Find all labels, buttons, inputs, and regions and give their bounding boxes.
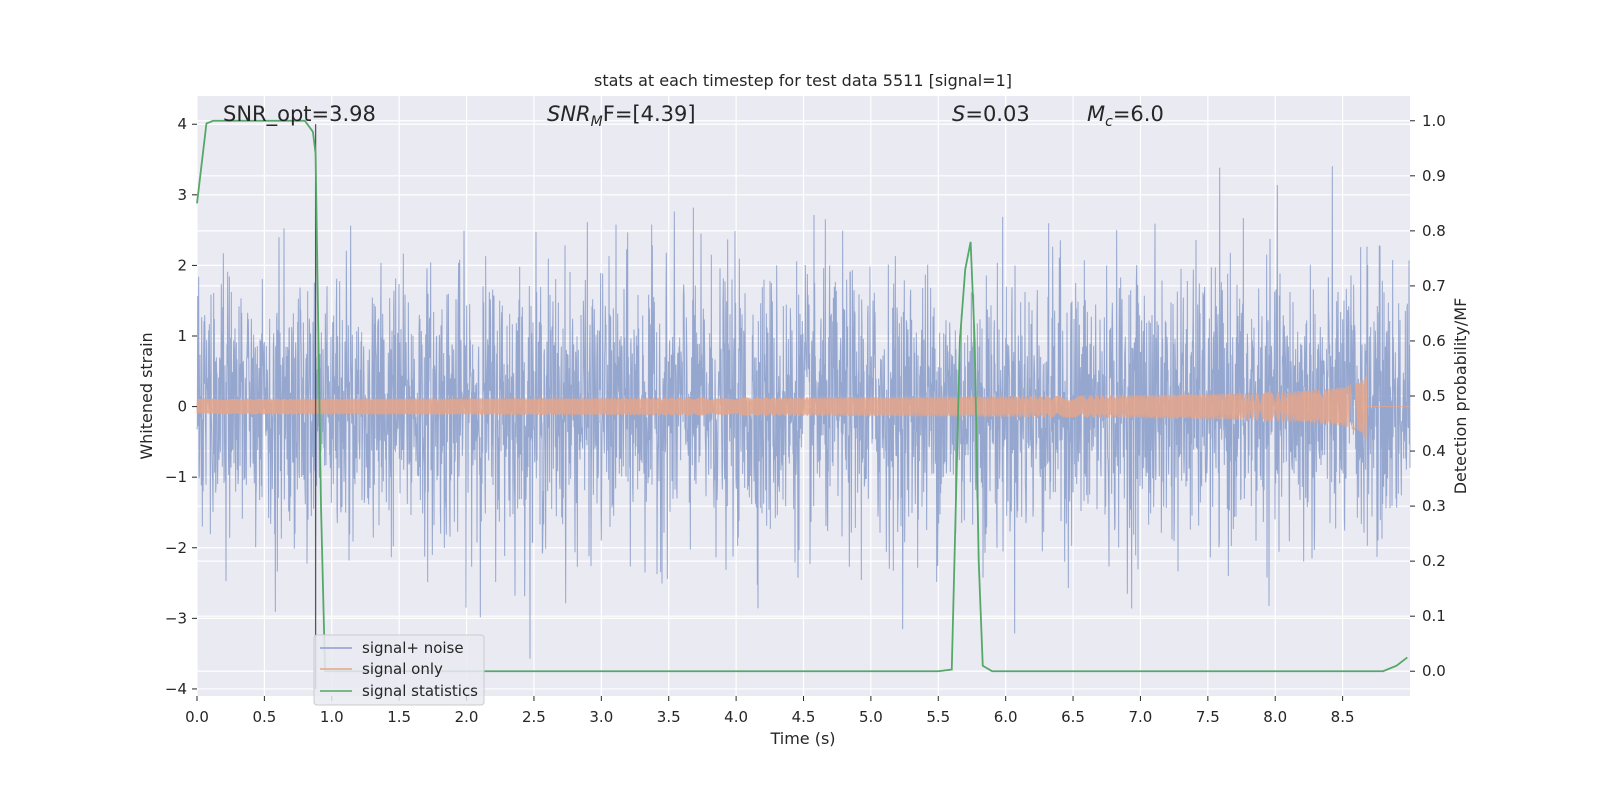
x-tick-label: 0.0 <box>185 708 209 726</box>
x-tick-label: 7.0 <box>1129 708 1153 726</box>
y-axis-label-right: Detection probability/MF <box>1451 298 1470 495</box>
y-tick-label-left: 0 <box>177 398 187 416</box>
y-axis-label-left: Whitened strain <box>137 332 156 459</box>
legend: signal+ noise signal only signal statist… <box>313 634 485 706</box>
snr-mf-sub: M <box>591 114 603 130</box>
x-tick-label: 3.0 <box>589 708 613 726</box>
x-axis-label: Time (s) <box>769 729 835 748</box>
x-tick-label: 6.5 <box>1061 708 1085 726</box>
signal-statistics-series <box>196 119 1408 673</box>
y-tick-label-right: 0.0 <box>1422 662 1446 680</box>
y-tick-label-left: −2 <box>165 539 187 557</box>
y-tick-label-right: 0.6 <box>1422 332 1446 350</box>
x-tick-label: 1.5 <box>387 708 411 726</box>
s-rest: =0.03 <box>965 102 1029 126</box>
mc-rest: =6.0 <box>1113 102 1164 126</box>
y-tick-label-right: 0.1 <box>1422 607 1446 625</box>
signal-only-series <box>196 376 1410 439</box>
chart-title: stats at each timestep for test data 551… <box>594 71 1012 90</box>
snr-mf-rest: F=[4.39] <box>603 102 696 126</box>
mc-sub: c <box>1105 114 1113 130</box>
mc-main: M <box>1087 102 1105 126</box>
x-tick-label: 8.5 <box>1331 708 1355 726</box>
y-tick-label-right: 1.0 <box>1422 112 1446 130</box>
y-tick-label-left: 3 <box>177 186 187 204</box>
x-tick-label: 2.0 <box>455 708 479 726</box>
y-tick-label-right: 0.7 <box>1422 277 1446 295</box>
x-tick-label: 7.5 <box>1196 708 1220 726</box>
y-tick-label-right: 0.4 <box>1422 442 1446 460</box>
y-tick-label-left: −1 <box>165 468 187 486</box>
annotation-s: S=0.03 <box>952 102 1030 126</box>
y-tick-label-left: 1 <box>177 327 187 345</box>
y-tick-label-left: 4 <box>177 115 187 133</box>
legend-box <box>313 634 485 706</box>
annotation-snr-opt: SNR_opt=3.98 <box>223 102 376 127</box>
legend-label-signal-noise: signal+ noise <box>362 639 464 657</box>
annotation-mc: Mc=6.0 <box>1087 102 1164 130</box>
y-tick-label-right: 0.2 <box>1422 552 1446 570</box>
x-tick-label: 8.0 <box>1263 708 1287 726</box>
x-tick-label: 0.5 <box>252 708 276 726</box>
snr-mf-main: SNR <box>547 102 591 126</box>
y-tick-label-right: 0.8 <box>1422 222 1446 240</box>
x-tick-label: 4.5 <box>792 708 816 726</box>
x-tick-label: 3.5 <box>657 708 681 726</box>
y-tick-label-left: −3 <box>165 609 187 627</box>
s-main: S <box>952 102 965 126</box>
y-tick-label-left: −4 <box>165 680 187 698</box>
x-tick-label: 6.0 <box>994 708 1018 726</box>
y-tick-label-right: 0.3 <box>1422 497 1446 515</box>
y-tick-label-left: 2 <box>177 256 187 274</box>
x-tick-label: 5.5 <box>926 708 950 726</box>
x-tick-label: 1.0 <box>320 708 344 726</box>
y-tick-label-right: 0.5 <box>1422 387 1446 405</box>
annotation-snr-mf: SNRMF=[4.39] <box>547 102 696 130</box>
x-tick-label: 2.5 <box>522 708 546 726</box>
tick-labels: 0.0 0.5 1.0 1.5 2.0 2.5 3.0 3.5 4.0 4.5 5.0 5.5 6.0 6… <box>165 112 1446 726</box>
x-tick-label: 4.0 <box>724 708 748 726</box>
legend-label-signal-only: signal only <box>362 660 443 678</box>
signal-only-line <box>196 376 1410 439</box>
signal-statistics-line <box>196 119 1408 673</box>
legend-label-signal-statistics: signal statistics <box>362 682 478 700</box>
y-tick-label-right: 0.9 <box>1422 167 1446 185</box>
x-tick-label: 5.0 <box>859 708 883 726</box>
